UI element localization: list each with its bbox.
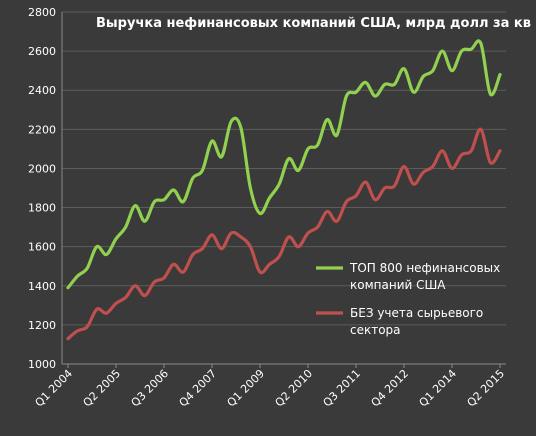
y-axis-ticks: 1000 1200 1400 1600 1800 2000 2200 2400 2600 2800 (28, 6, 56, 371)
y-tick-label: 1600 (28, 241, 56, 254)
y-tick-label: 1800 (28, 202, 56, 215)
legend-label-2: БЕЗ учета сырьевого сектора (350, 306, 483, 337)
y-tick-label: 2800 (28, 6, 56, 19)
y-tick-label: 2400 (28, 84, 56, 97)
series-line-1 (66, 39, 502, 290)
y-tick-label: 2000 (28, 162, 56, 175)
axes (61, 12, 506, 365)
y-tick-label: 1000 (28, 358, 56, 371)
y-tick-label: 2600 (28, 45, 56, 58)
legend: ТОП 800 нефинансовых компаний США БЕЗ учет… (316, 261, 500, 337)
chart-title: Выручка нефинансовых компаний США, млрд … (96, 16, 531, 31)
series-line-2 (66, 127, 502, 341)
y-tick-label: 1200 (28, 319, 56, 332)
y-tick-label: 2200 (28, 123, 56, 136)
series-group (66, 39, 502, 341)
legend-label-1: ТОП 800 нефинансовых компаний США (349, 261, 500, 292)
y-tick-label: 1400 (28, 280, 56, 293)
